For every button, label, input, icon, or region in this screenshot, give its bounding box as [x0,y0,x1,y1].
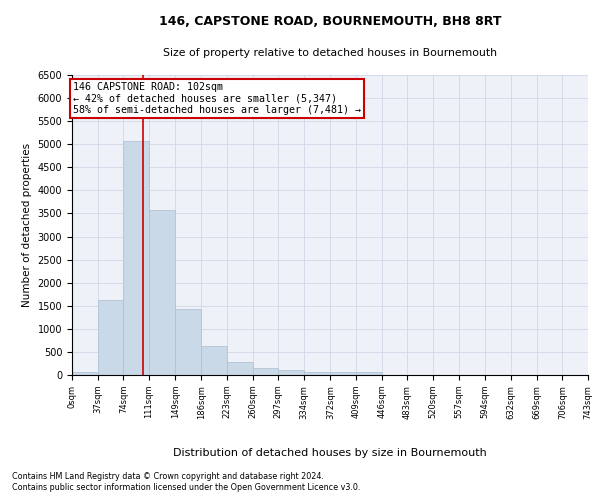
Bar [201,346,227,375]
Text: 146, CAPSTONE ROAD, BOURNEMOUTH, BH8 8RT: 146, CAPSTONE ROAD, BOURNEMOUTH, BH8 8RT [159,15,501,28]
Bar [72,372,98,375]
Bar [98,300,124,375]
Bar [278,370,304,375]
Bar [124,142,149,375]
Y-axis label: Number of detached properties: Number of detached properties [22,143,32,307]
Bar [149,210,175,375]
Text: Contains public sector information licensed under the Open Government Licence v3: Contains public sector information licen… [12,484,361,492]
Text: Size of property relative to detached houses in Bournemouth: Size of property relative to detached ho… [163,48,497,58]
Bar [175,310,201,375]
Text: Distribution of detached houses by size in Bournemouth: Distribution of detached houses by size … [173,448,487,458]
Text: Contains HM Land Registry data © Crown copyright and database right 2024.: Contains HM Land Registry data © Crown c… [12,472,324,481]
Bar [253,368,278,375]
Bar [356,372,382,375]
Bar [304,372,329,375]
Text: 146 CAPSTONE ROAD: 102sqm
← 42% of detached houses are smaller (5,347)
58% of se: 146 CAPSTONE ROAD: 102sqm ← 42% of detac… [73,82,361,115]
Bar [227,362,253,375]
Bar [331,372,356,375]
